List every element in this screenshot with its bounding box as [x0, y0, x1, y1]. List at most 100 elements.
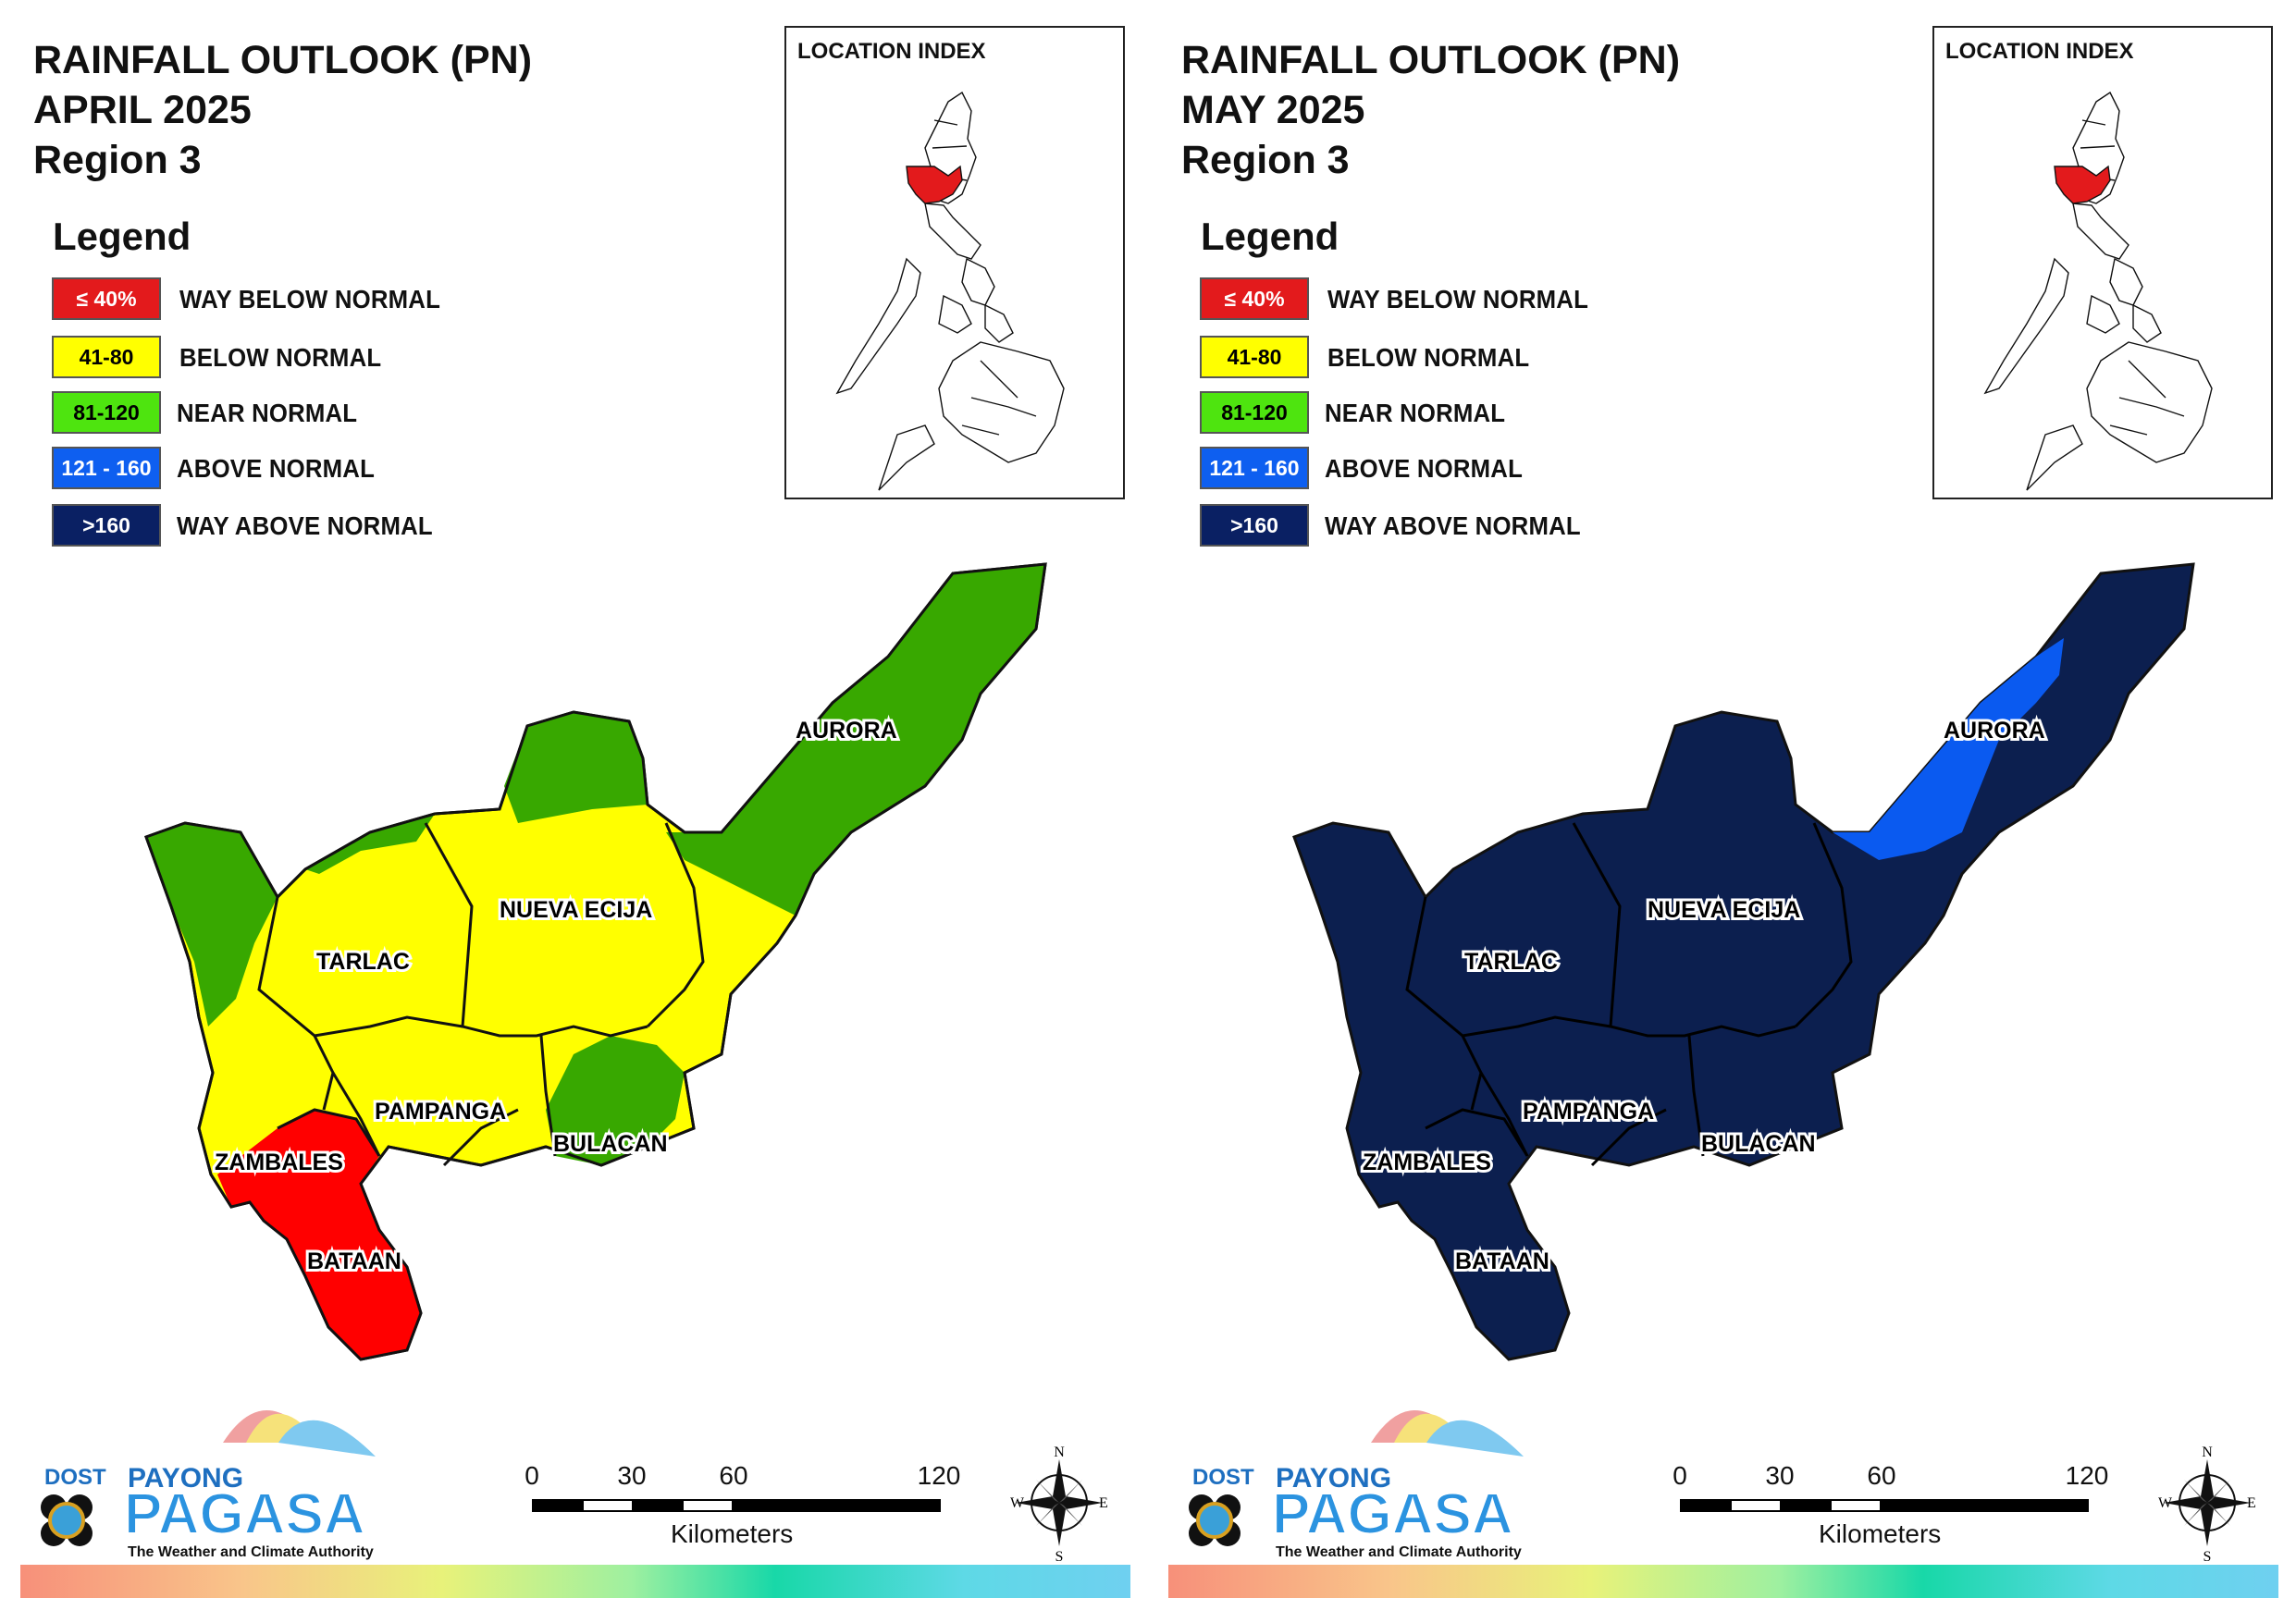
title-line-1: RAINFALL OUTLOOK (PN): [1181, 38, 1681, 82]
scale-tick: 30: [617, 1461, 647, 1490]
legend-label: NEAR NORMAL: [1325, 399, 1506, 427]
legend-label: BELOW NORMAL: [179, 343, 382, 372]
region-land: [1292, 562, 2195, 1361]
ne-north-green-zone: [504, 712, 648, 823]
logo-tagline: The Weather and Climate Authority: [1276, 1544, 1522, 1560]
legend-item-near: 81-120 NEAR NORMAL: [1200, 391, 1662, 436]
scale-segment: [632, 1499, 684, 1512]
legend-swatch: 41-80: [52, 336, 161, 378]
scale-bar: 0 30 60 120 Kilometers: [1661, 1457, 2124, 1549]
legend-title: Legend: [1201, 215, 1339, 258]
region-3-map-april: AURORA NUEVA ECIJA TARLAC PAMPANGA BULAC…: [0, 555, 1148, 1387]
compass-w: W: [2158, 1495, 2173, 1511]
compass-s: S: [2203, 1549, 2212, 1563]
logo-pagasa: PAGASA: [1272, 1482, 1513, 1546]
bulacan-green-zone: [546, 1036, 685, 1165]
scale-segment: [1780, 1499, 1832, 1512]
label-bulacan: BULACAN: [553, 1131, 668, 1157]
legend-label: BELOW NORMAL: [1327, 343, 1530, 372]
legend-item-way-above: >160 WAY ABOVE NORMAL: [52, 504, 514, 548]
scale-segment: [582, 1499, 634, 1512]
scale-tick: 120: [917, 1461, 961, 1490]
legend-label: WAY BELOW NORMAL: [179, 285, 441, 314]
payong-pagasa-logo: DOST PAYONG PAGASA The Weather and Clima…: [33, 1387, 403, 1572]
scale-tick: 30: [1765, 1461, 1795, 1490]
logo-payong: PAYONG: [1276, 1463, 1391, 1494]
scale-segment: [732, 1499, 941, 1512]
legend-item-above: 121 - 160 ABOVE NORMAL: [1200, 447, 1662, 491]
compass-rose-icon: N S W E: [2156, 1443, 2258, 1565]
scale-bar: 0 30 60 120 Kilometers: [513, 1457, 976, 1549]
legend-label: ABOVE NORMAL: [1325, 454, 1524, 483]
label-pampanga: PAMPANGA: [1523, 1099, 1654, 1125]
scale-tick: 60: [719, 1461, 748, 1490]
scale-segment: [532, 1499, 584, 1512]
legend-label: WAY BELOW NORMAL: [1327, 285, 1589, 314]
compass-n: N: [1054, 1445, 1065, 1460]
scale-tick: 120: [2065, 1461, 2109, 1490]
title-line-1: RAINFALL OUTLOOK (PN): [33, 38, 533, 82]
logo-pagasa: PAGASA: [124, 1482, 365, 1546]
label-nueva-ecija: NUEVA ECIJA: [1648, 897, 1800, 923]
region-3-map-may: AURORA NUEVA ECIJA TARLAC PAMPANGA BULAC…: [1148, 555, 2296, 1387]
logo-dost: DOST: [1192, 1465, 1254, 1490]
panel-may: RAINFALL OUTLOOK (PN) MAY 2025 Region 3 …: [1148, 0, 2296, 1623]
location-index-inset: LOCATION INDEX: [1932, 26, 2273, 499]
legend-swatch: 81-120: [1200, 391, 1309, 434]
title-line-2: APRIL 2025: [33, 88, 252, 132]
scale-tick: 0: [525, 1461, 539, 1490]
legend-item-below: 41-80 BELOW NORMAL: [1200, 336, 1662, 380]
compass-w: W: [1010, 1495, 1025, 1511]
logo-tagline: The Weather and Climate Authority: [128, 1544, 374, 1560]
logo-dost: DOST: [44, 1465, 106, 1490]
aurora-blue-zone: [1833, 638, 2064, 860]
legend-swatch: 41-80: [1200, 336, 1309, 378]
label-aurora: AURORA: [796, 718, 897, 744]
legend-swatch: 121 - 160: [52, 447, 161, 489]
scale-segment: [1730, 1499, 1782, 1512]
compass-s: S: [1055, 1549, 1064, 1563]
compass-e: E: [2247, 1495, 2256, 1511]
label-bataan: BATAAN: [307, 1248, 401, 1274]
legend-item-way-above: >160 WAY ABOVE NORMAL: [1200, 504, 1662, 548]
panel-title: RAINFALL OUTLOOK (PN) APRIL 2025 Region …: [33, 35, 532, 185]
legend-item-near: 81-120 NEAR NORMAL: [52, 391, 514, 436]
inset-title: LOCATION INDEX: [797, 39, 986, 64]
bataan-red-zone: [217, 1110, 421, 1359]
zambales-green-zone: [146, 823, 278, 1027]
label-nueva-ecija: NUEVA ECIJA: [500, 897, 652, 923]
legend-swatch: ≤ 40%: [1200, 277, 1309, 320]
scale-tick: 60: [1867, 1461, 1896, 1490]
legend-swatch: >160: [52, 504, 161, 547]
title-line-3: Region 3: [1181, 138, 1350, 182]
logo-payong: PAYONG: [128, 1463, 243, 1494]
compass-n: N: [2202, 1445, 2213, 1460]
scale-unit: Kilometers: [671, 1519, 794, 1548]
inset-title: LOCATION INDEX: [1945, 39, 2134, 64]
legend-label: NEAR NORMAL: [177, 399, 358, 427]
legend-swatch: 121 - 160: [1200, 447, 1309, 489]
legend-item-way-below: ≤ 40% WAY BELOW NORMAL: [1200, 277, 1662, 322]
legend-item-above: 121 - 160 ABOVE NORMAL: [52, 447, 514, 491]
legend-swatch: >160: [1200, 504, 1309, 547]
scale-segment: [1880, 1499, 2089, 1512]
location-index-inset: LOCATION INDEX: [784, 26, 1125, 499]
philippines-map-icon: [835, 91, 1065, 491]
scale-segment: [1680, 1499, 1732, 1512]
legend-label: ABOVE NORMAL: [177, 454, 376, 483]
title-line-3: Region 3: [33, 138, 202, 182]
footer-gradient-bar: [20, 1565, 1130, 1598]
legend-label: WAY ABOVE NORMAL: [1325, 511, 1581, 540]
compass-e: E: [1099, 1495, 1108, 1511]
title-line-2: MAY 2025: [1181, 88, 1365, 132]
label-tarlac: TARLAC: [1464, 949, 1558, 975]
legend-label: WAY ABOVE NORMAL: [177, 511, 433, 540]
scale-tick: 0: [1673, 1461, 1687, 1490]
legend-item-below: 41-80 BELOW NORMAL: [52, 336, 514, 380]
label-zambales: ZAMBALES: [215, 1150, 343, 1175]
tarlac-green-zone: [305, 814, 435, 874]
philippines-map-icon: [1983, 91, 2213, 491]
aurora-green-zone: [666, 564, 1045, 916]
label-bulacan: BULACAN: [1701, 1131, 1816, 1157]
label-aurora: AURORA: [1944, 718, 2045, 744]
